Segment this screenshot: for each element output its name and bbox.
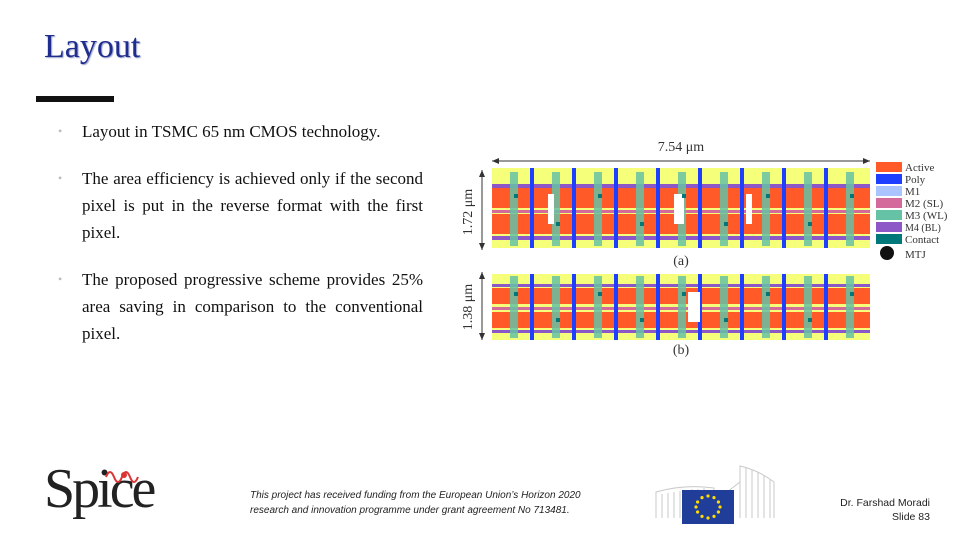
bullet-text: The proposed progressive scheme provides… bbox=[82, 270, 423, 343]
bullet-list: • Layout in TSMC 65 nm CMOS technology. … bbox=[58, 118, 423, 367]
funding-line-1: This project has received funding from t… bbox=[250, 490, 581, 501]
bullet-text: Layout in TSMC 65 nm CMOS technology. bbox=[82, 122, 381, 141]
height-b-label: 1.38 μm bbox=[461, 284, 476, 331]
legend-item-mtj: MTJ bbox=[880, 246, 927, 261]
author-block: Dr. Farshad Moradi Slide 83 bbox=[840, 496, 930, 524]
slide-number: Slide 83 bbox=[892, 511, 930, 523]
mtj-dot-icon bbox=[880, 246, 894, 260]
legend-label: M4 (BL) bbox=[905, 223, 941, 234]
legend-item-m1: M1 bbox=[876, 186, 920, 198]
bullet-item: • The area efficiency is achieved only i… bbox=[58, 165, 423, 246]
legend-swatch bbox=[876, 234, 902, 244]
legend-label: Active bbox=[905, 162, 934, 174]
layout-figure: 7.54 μm 1.72 μm 1.38 μm bbox=[461, 140, 948, 358]
legend-item-m4: M4 (BL) bbox=[876, 222, 941, 234]
bullet-item: • Layout in TSMC 65 nm CMOS technology. bbox=[58, 118, 423, 145]
layout-a bbox=[492, 168, 870, 248]
bullet-text: The area efficiency is achieved only if … bbox=[82, 169, 423, 242]
legend-swatch bbox=[876, 174, 902, 184]
legend-swatch bbox=[876, 222, 902, 232]
spice-dot-icon bbox=[121, 472, 127, 478]
funding-line-2: research and innovation programme under … bbox=[250, 505, 570, 516]
spice-logo: Spice bbox=[44, 458, 158, 520]
bullet-marker-icon: • bbox=[58, 171, 63, 185]
legend-label: MTJ bbox=[905, 249, 927, 261]
legend-item-m2: M2 (SL) bbox=[876, 198, 944, 210]
legend-item-contact: Contact bbox=[876, 234, 939, 246]
spice-logo-wordmark: Spice bbox=[44, 458, 155, 520]
eu-commission-logo bbox=[655, 465, 775, 524]
legend: Active Poly M1 M2 (SL) M3 (WL) M4 (BL) C… bbox=[876, 162, 948, 261]
legend-label: Contact bbox=[905, 234, 939, 246]
legend-label: Poly bbox=[905, 174, 926, 186]
legend-item-m3: M3 (WL) bbox=[876, 210, 948, 222]
width-label: 7.54 μm bbox=[658, 140, 705, 155]
height-b-arrowheads-icon bbox=[479, 272, 485, 340]
legend-item-poly: Poly bbox=[876, 174, 926, 186]
legend-label: M3 (WL) bbox=[905, 210, 948, 222]
legend-swatch bbox=[876, 162, 902, 172]
caption-a: (a) bbox=[673, 254, 689, 269]
author-name: Dr. Farshad Moradi bbox=[840, 497, 930, 509]
bullet-marker-icon: • bbox=[58, 272, 63, 286]
legend-item-active: Active bbox=[876, 162, 934, 174]
funding-notice: This project has received funding from t… bbox=[250, 488, 630, 518]
legend-swatch bbox=[876, 186, 902, 196]
height-a-label: 1.72 μm bbox=[461, 189, 476, 236]
bullet-item: • The proposed progressive scheme provid… bbox=[58, 266, 423, 347]
eu-stars-icon bbox=[694, 494, 722, 520]
legend-swatch bbox=[876, 210, 902, 220]
slide-title: Layout bbox=[44, 28, 141, 65]
legend-label: M1 bbox=[905, 186, 920, 198]
layout-b bbox=[492, 274, 870, 340]
title-underline bbox=[36, 96, 114, 102]
legend-swatch bbox=[876, 198, 902, 208]
caption-b: (b) bbox=[673, 343, 690, 358]
bullet-marker-icon: • bbox=[58, 124, 63, 138]
legend-label: M2 (SL) bbox=[905, 198, 944, 210]
